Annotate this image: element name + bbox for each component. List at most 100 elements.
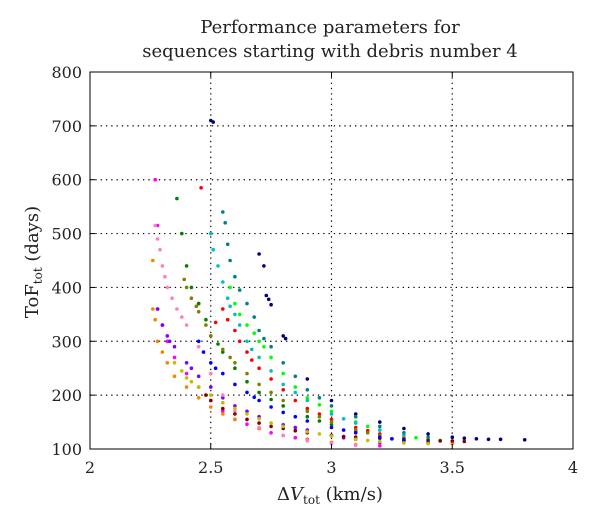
scatter-point: [329, 398, 334, 403]
scatter-point: [237, 312, 242, 317]
scatter-point: [153, 317, 157, 322]
scatter-point: [180, 369, 184, 373]
scatter-point: [402, 433, 406, 438]
scatter-point: [283, 336, 288, 341]
scatter-point: [155, 237, 160, 241]
scatter-point: [184, 376, 189, 380]
scatter-point: [165, 285, 170, 290]
scatter-point: [196, 385, 201, 389]
scatter-point: [223, 221, 227, 225]
scatter-point: [402, 426, 406, 431]
scatter-point: [462, 436, 467, 441]
scatter-point: [293, 435, 298, 440]
scatter-point: [160, 264, 165, 268]
chart-title-line-1: Performance parameters for: [200, 17, 460, 38]
y-tick-label: 700: [51, 117, 82, 136]
scatter-point: [438, 439, 443, 443]
scatter-point: [414, 435, 418, 440]
scatter-point: [317, 432, 322, 436]
x-tick-label: 4: [568, 458, 578, 477]
scatter-point: [233, 382, 237, 387]
scatter-point: [269, 302, 273, 307]
scatter-point: [233, 417, 237, 422]
y-tick-labels: 100 200 300 400 500 600 700 800: [51, 63, 82, 459]
scatter-point: [216, 342, 220, 346]
scatter-point: [329, 420, 334, 424]
scatter-point: [184, 385, 189, 389]
scatter-point: [353, 428, 358, 432]
scatter-point: [269, 405, 273, 409]
scatter-point: [402, 438, 406, 443]
scatter-point: [221, 400, 225, 405]
scatter-point: [163, 274, 167, 279]
scatter-point: [245, 350, 249, 354]
scatter-point: [474, 437, 479, 441]
scatter-point: [269, 421, 273, 425]
scatter-point: [264, 293, 269, 298]
scatter-point: [245, 371, 249, 376]
scatter-point: [266, 297, 271, 302]
scatter-series-0: [209, 118, 527, 442]
scatter-point: [233, 404, 237, 408]
scatter-series-13: [172, 361, 430, 446]
scatter-point: [189, 379, 194, 384]
scatter-point: [245, 409, 249, 414]
scatter-point: [341, 434, 346, 439]
scatter-point: [378, 420, 382, 424]
scatter-point: [341, 417, 346, 421]
scatter-point: [189, 366, 194, 371]
scatter-point: [237, 288, 242, 292]
scatter-point: [221, 347, 225, 352]
y-tick-label: 600: [51, 171, 82, 190]
scatter-point: [252, 315, 256, 319]
scatter-point: [196, 301, 201, 306]
scatter-point: [184, 371, 189, 376]
scatter-point: [269, 369, 273, 373]
scatter-point: [257, 328, 261, 333]
scatter-point: [233, 328, 237, 333]
scatter-point: [250, 358, 254, 362]
scatter-point: [317, 403, 322, 407]
scatter-point: [172, 374, 177, 379]
scatter-point: [184, 285, 189, 290]
scatter-point: [317, 414, 322, 419]
scatter-point: [196, 374, 201, 379]
scatter-point: [450, 435, 455, 440]
scatter-point: [293, 414, 298, 419]
scatter-series-1: [153, 177, 382, 448]
scatter-point: [184, 323, 189, 327]
scatter-point: [221, 396, 225, 400]
scatter-point: [221, 393, 225, 397]
scatter-point: [221, 280, 225, 284]
x-axis-label-prefix: Δ: [277, 484, 290, 505]
y-axis-label: ToFtot (days): [22, 206, 45, 318]
scatter-point: [172, 344, 177, 349]
scatter-point: [281, 371, 286, 376]
scatter-point: [353, 421, 358, 425]
scatter-point: [498, 437, 503, 442]
scatter-point: [221, 409, 225, 414]
scatter-point: [402, 441, 406, 445]
scatter-point: [165, 334, 170, 338]
scatter-point: [209, 405, 213, 409]
scatter-point: [196, 339, 201, 344]
scatter-point: [245, 323, 249, 327]
x-tick-label: 2: [85, 458, 95, 477]
scatter-point: [221, 371, 225, 376]
scatter-point: [257, 421, 261, 425]
y-axis-label-subscript: tot: [31, 267, 45, 284]
scatter-point: [237, 339, 242, 344]
scatter-point: [201, 350, 206, 354]
scatter-point: [257, 398, 261, 403]
scatter-point: [317, 396, 322, 400]
scatter-point: [170, 296, 174, 301]
scatter-point: [305, 377, 310, 381]
scatter-point: [486, 437, 491, 442]
scatter-point: [165, 361, 170, 365]
scatter-point: [293, 374, 298, 379]
scatter-point: [216, 264, 220, 268]
scatter-point: [228, 258, 232, 263]
scatter-point: [305, 430, 310, 434]
scatter-point: [329, 417, 334, 422]
scatter-point: [257, 252, 261, 256]
